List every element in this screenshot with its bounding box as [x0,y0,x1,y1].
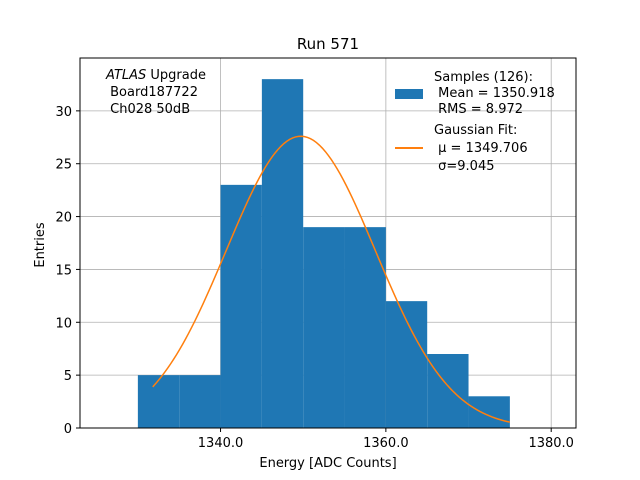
legend-fit-sigma: σ=9.045 [434,159,494,174]
x-axis-ticks: 1340.0 1360.0 1380.0 [198,428,574,451]
x-tick-label: 1340.0 [198,436,244,451]
annotation-upgrade: Upgrade [146,68,206,83]
y-tick-label: 10 [55,316,72,331]
annotation-atlas: ATLAS [105,68,146,83]
x-tick-label: 1360.0 [363,436,409,451]
annotation-line-1: ATLAS Upgrade [105,68,206,83]
legend-fit-mu: μ = 1349.706 [434,141,528,156]
y-axis-ticks: 0 5 10 15 20 25 30 [55,105,80,437]
atlas-annotation: ATLAS Upgrade Board187722 Ch028 50dB [105,68,206,117]
x-tick-label: 1380.0 [528,436,574,451]
y-tick-label: 15 [55,263,72,278]
y-tick-label: 0 [64,422,72,437]
histogram-bar [220,184,262,428]
axes-frame [79,57,577,429]
legend-fit-title: Gaussian Fit: [434,123,517,138]
legend: Samples (126): Mean = 1350.918 RMS = 8.9… [395,70,555,174]
histogram-bar [344,227,386,428]
histogram-bar [137,375,180,428]
chart-title: Run 571 [297,35,359,53]
annotation-line-3: Ch028 50dB [106,102,190,117]
histogram-bar [427,354,469,428]
x-axis-label: Energy [ADC Counts] [259,456,396,471]
legend-samples-mean: Mean = 1350.918 [434,86,555,101]
histogram-bar [468,396,510,428]
y-tick-label: 20 [55,211,72,226]
histogram-bar [303,227,345,428]
histogram-bar [179,375,221,428]
y-axis-label: Entries [33,222,48,268]
y-tick-label: 30 [55,105,72,120]
legend-histogram-patch [395,89,423,99]
legend-samples-title: Samples (126): [434,70,533,85]
gaussian-fit-curve [152,135,511,423]
y-tick-label: 5 [64,369,72,384]
annotation-line-2: Board187722 [106,85,198,100]
legend-samples-rms: RMS = 8.972 [434,102,523,117]
y-tick-label: 25 [55,158,72,173]
histogram-bar [261,79,304,429]
